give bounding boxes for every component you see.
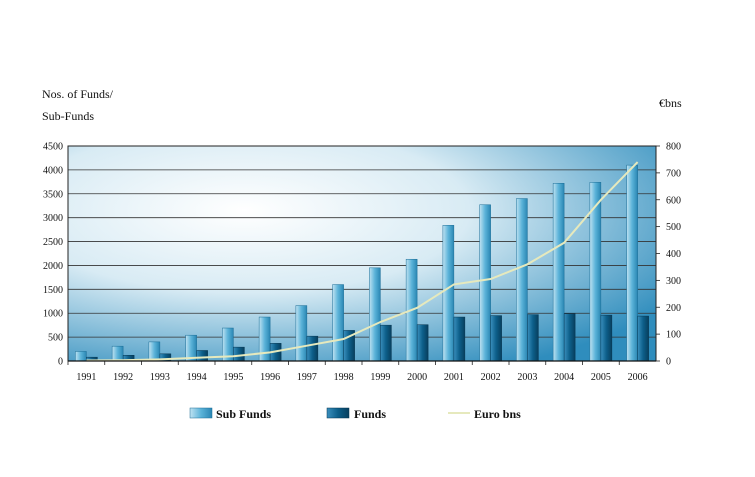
bar-sub-funds <box>332 284 344 362</box>
legend-label-euro-bns: Euro bns <box>474 407 521 421</box>
left-tick-label: 2000 <box>43 261 63 272</box>
x-tick-label: 1995 <box>223 372 243 383</box>
x-tick-label: 1992 <box>113 372 133 383</box>
left-tick-label: 0 <box>58 357 63 368</box>
bar-funds <box>306 335 319 362</box>
legend-swatch-funds <box>326 407 350 419</box>
x-tick-label: 1993 <box>150 372 170 383</box>
x-tick-label: 2005 <box>591 372 611 383</box>
right-tick-label: 400 <box>666 249 681 260</box>
left-axis-title-line2: Sub-Funds <box>42 109 95 123</box>
x-tick-label: 2000 <box>407 372 427 383</box>
left-tick-label: 1500 <box>43 285 63 296</box>
right-tick-label: 800 <box>666 142 681 153</box>
bar-funds <box>453 316 466 362</box>
left-tick-label: 4500 <box>43 142 63 153</box>
x-tick-label: 1998 <box>334 372 354 383</box>
x-tick-label: 2001 <box>444 372 464 383</box>
bar-sub-funds <box>75 351 87 362</box>
x-tick-label: 2002 <box>481 372 501 383</box>
x-tick-label: 1994 <box>187 372 207 383</box>
legend-label-sub-funds: Sub Funds <box>216 407 271 421</box>
bar-sub-funds <box>479 204 491 362</box>
bar-funds <box>233 346 245 362</box>
left-tick-label: 3000 <box>43 213 63 224</box>
bar-sub-funds <box>516 198 528 362</box>
right-tick-label: 500 <box>666 222 681 233</box>
left-tick-label: 2500 <box>43 237 63 248</box>
right-axis-title: €bns <box>659 96 682 110</box>
bar-sub-funds <box>258 316 271 362</box>
legend-swatch-sub-funds <box>189 407 213 419</box>
x-tick-label: 2003 <box>517 372 537 383</box>
bar-sub-funds <box>552 183 565 362</box>
right-tick-label: 600 <box>666 195 681 206</box>
x-tick-label: 2004 <box>554 372 574 383</box>
left-tick-label: 1000 <box>43 309 63 320</box>
bar-funds <box>196 350 208 362</box>
x-tick-label: 1996 <box>260 372 280 383</box>
right-tick-label: 300 <box>666 276 681 287</box>
bar-sub-funds <box>148 341 161 362</box>
bar-sub-funds <box>111 345 124 362</box>
x-tick-label: 1991 <box>76 372 96 383</box>
right-tick-label: 0 <box>666 357 671 368</box>
legend-label-funds: Funds <box>354 407 386 421</box>
line-euro-bns <box>86 161 639 362</box>
right-tick-label: 700 <box>666 168 681 179</box>
bar-sub-funds <box>589 182 602 362</box>
bar-funds <box>527 314 539 362</box>
bar-sub-funds <box>626 164 638 362</box>
left-tick-label: 4000 <box>43 165 63 176</box>
bar-funds <box>416 324 429 362</box>
bar-sub-funds <box>442 225 455 362</box>
bar-funds <box>380 324 392 362</box>
x-tick-label: 1999 <box>370 372 390 383</box>
bar-funds <box>637 315 649 362</box>
x-tick-label: 2006 <box>628 372 648 383</box>
right-tick-label: 100 <box>666 330 681 341</box>
x-tick-label: 1997 <box>297 372 317 383</box>
left-tick-label: 3500 <box>43 189 63 200</box>
bar-funds <box>600 314 613 362</box>
right-tick-label: 200 <box>666 303 681 314</box>
bar-sub-funds <box>295 305 308 362</box>
left-tick-label: 500 <box>48 333 63 344</box>
left-axis-title-line1: Nos. of Funds/ <box>42 87 114 101</box>
bar-sub-funds <box>369 267 381 362</box>
bar-funds <box>490 315 502 362</box>
bar-funds <box>563 313 576 362</box>
